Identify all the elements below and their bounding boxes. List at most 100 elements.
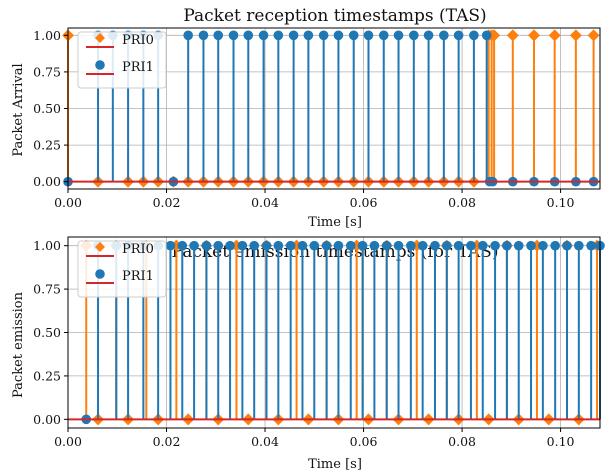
data-point <box>587 29 600 42</box>
x-axis-label: Time [s] <box>308 457 362 472</box>
y-tick-label: 0.50 <box>33 325 61 340</box>
y-axis-label: Packet Arrival <box>11 63 26 156</box>
x-tick-label: 0.00 <box>54 195 82 210</box>
legend-label: PRI0 <box>122 33 154 48</box>
x-tick-label: 0.02 <box>153 195 181 210</box>
data-point <box>439 30 449 41</box>
data-point <box>381 240 392 251</box>
data-point <box>228 30 239 41</box>
data-point <box>442 240 452 251</box>
x-tick-label: 0.10 <box>547 434 575 449</box>
data-point <box>453 30 464 41</box>
data-point <box>477 240 488 251</box>
data-point <box>369 240 380 251</box>
chart-title: Packet reception timestamps (TAS) <box>183 6 486 26</box>
data-point <box>258 30 269 41</box>
data-point <box>363 30 374 41</box>
y-tick-label: 1.00 <box>33 28 61 43</box>
x-tick-label: 0.10 <box>547 195 575 210</box>
data-point <box>466 240 476 251</box>
data-point <box>318 30 329 41</box>
data-point <box>333 30 344 41</box>
data-point <box>409 30 419 41</box>
y-tick-label: 0.00 <box>33 174 61 189</box>
data-point <box>378 30 389 41</box>
legend-marker <box>95 33 105 43</box>
data-point <box>201 240 212 251</box>
data-point <box>502 240 512 251</box>
data-point <box>297 240 308 251</box>
legend-label: PRI1 <box>122 60 154 75</box>
data-point <box>538 240 548 251</box>
data-point <box>288 30 299 41</box>
reception-chart: Packet reception timestamps (TAS) Time [… <box>11 6 601 230</box>
data-point <box>406 240 416 251</box>
legend-marker <box>95 269 105 279</box>
data-point <box>237 240 248 251</box>
data-point <box>249 240 259 251</box>
data-point <box>177 240 188 251</box>
data-point <box>261 240 272 251</box>
legend: PRI0 PRI1 <box>77 240 167 298</box>
data-point <box>586 240 596 251</box>
data-point <box>490 240 500 251</box>
data-point <box>393 30 404 41</box>
data-point <box>243 30 254 41</box>
x-tick-label: 0.06 <box>350 434 378 449</box>
data-point <box>348 30 359 41</box>
legend-label: PRI0 <box>122 242 154 257</box>
y-tick-label: 0.50 <box>33 101 61 116</box>
data-point <box>417 240 428 251</box>
data-point <box>550 240 560 251</box>
data-point <box>469 30 479 41</box>
data-point <box>213 240 224 251</box>
legend-marker <box>95 60 105 70</box>
data-point <box>513 240 524 251</box>
legend: PRI0 PRI1 <box>77 31 167 89</box>
data-point <box>506 29 519 42</box>
x-tick-label: 0.02 <box>153 434 181 449</box>
data-point <box>453 240 464 251</box>
data-point <box>213 30 224 41</box>
y-tick-label: 0.75 <box>33 64 61 79</box>
y-tick-label: 0.25 <box>33 138 61 153</box>
y-tick-label: 1.00 <box>33 238 61 253</box>
data-point <box>548 29 561 42</box>
x-axis-label: Time [s] <box>308 215 362 230</box>
emission-chart: Packet emission timestamps (for TAS) Tim… <box>11 236 605 472</box>
data-point <box>189 240 199 251</box>
data-point <box>574 240 584 251</box>
data-point <box>488 29 501 42</box>
x-tick-label: 0.06 <box>350 195 378 210</box>
x-tick-label: 0.08 <box>448 195 476 210</box>
y-tick-label: 0.00 <box>33 412 61 427</box>
data-point <box>183 30 193 41</box>
legend-marker <box>95 242 105 252</box>
data-point <box>309 240 320 251</box>
data-point <box>345 240 356 251</box>
data-point <box>273 240 284 251</box>
legend-label: PRI1 <box>122 269 154 284</box>
data-point <box>526 240 536 251</box>
y-axis-label: Packet emission <box>11 291 26 398</box>
y-tick-label: 0.25 <box>33 368 61 383</box>
data-point <box>527 29 540 42</box>
data-point <box>481 30 492 41</box>
x-tick-label: 0.08 <box>448 434 476 449</box>
data-point <box>321 240 332 251</box>
data-point <box>273 30 284 41</box>
x-tick-label: 0.04 <box>251 434 279 449</box>
data-point <box>357 240 368 251</box>
data-point <box>430 240 440 251</box>
y-tick-label: 0.75 <box>33 282 61 297</box>
data-point <box>333 240 344 251</box>
data-point <box>303 30 314 41</box>
x-tick-label: 0.04 <box>251 195 279 210</box>
data-point <box>198 30 209 41</box>
data-point <box>423 30 434 41</box>
data-point <box>225 240 235 251</box>
data-point <box>285 240 296 251</box>
data-point <box>393 240 404 251</box>
data-point <box>165 240 176 251</box>
